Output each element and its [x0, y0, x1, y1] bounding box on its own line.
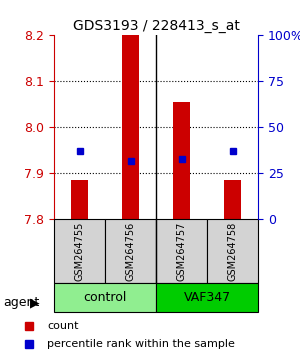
Bar [122, 35, 140, 219]
FancyBboxPatch shape [156, 219, 207, 283]
FancyBboxPatch shape [54, 283, 156, 312]
Bar [70, 181, 88, 219]
FancyBboxPatch shape [207, 219, 258, 283]
Bar [224, 181, 242, 219]
Text: count: count [47, 321, 79, 331]
FancyBboxPatch shape [54, 219, 105, 283]
Text: GSM264756: GSM264756 [125, 222, 136, 281]
Text: VAF347: VAF347 [183, 291, 231, 304]
Title: GDS3193 / 228413_s_at: GDS3193 / 228413_s_at [73, 19, 239, 33]
Text: control: control [83, 291, 127, 304]
Bar [172, 102, 190, 219]
FancyBboxPatch shape [105, 219, 156, 283]
Text: GSM264758: GSM264758 [227, 222, 238, 281]
Text: GSM264755: GSM264755 [74, 222, 85, 281]
Text: GSM264757: GSM264757 [176, 222, 187, 281]
Text: percentile rank within the sample: percentile rank within the sample [47, 339, 235, 349]
FancyBboxPatch shape [156, 283, 258, 312]
Text: ▶: ▶ [30, 296, 40, 309]
Text: agent: agent [3, 296, 39, 309]
